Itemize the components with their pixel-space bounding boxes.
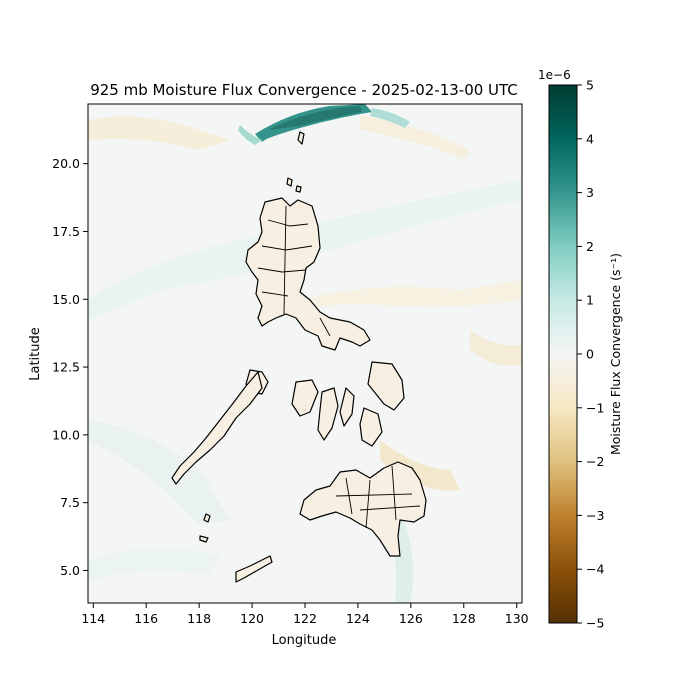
y-tick-label: 20.0 bbox=[52, 156, 80, 171]
colorbar-tick-label: 0 bbox=[586, 347, 594, 362]
colorbar-gradient bbox=[548, 84, 578, 624]
y-tick-label: 12.5 bbox=[52, 360, 80, 375]
colorbar-tick-label: 4 bbox=[586, 131, 594, 146]
y-axis-label: Latitude bbox=[28, 327, 43, 381]
colorbar-exponent: 1e−6 bbox=[538, 68, 571, 82]
colorbar-ticks: 5 4 3 2 1 0 −1 −2 −3 −4 −5 bbox=[577, 78, 604, 631]
x-tick-label: 120 bbox=[240, 611, 264, 626]
colorbar-tick-label: −5 bbox=[586, 616, 604, 631]
colorbar-tick-label: 2 bbox=[586, 239, 594, 254]
y-tick-label: 17.5 bbox=[52, 224, 80, 239]
philippines-coastline bbox=[171, 131, 427, 583]
colorbar-label: Moisture Flux Convergence (s⁻¹) bbox=[608, 253, 623, 455]
x-tick-label: 130 bbox=[505, 611, 529, 626]
x-tick-label: 128 bbox=[452, 611, 476, 626]
colorbar-tick-label: −3 bbox=[586, 508, 604, 523]
x-axis-label: Longitude bbox=[272, 633, 337, 648]
x-tick-label: 116 bbox=[134, 611, 158, 626]
x-tick-label: 124 bbox=[346, 611, 370, 626]
x-tick-label: 126 bbox=[399, 611, 423, 626]
colorbar-tick-label: −1 bbox=[586, 400, 604, 415]
colorbar-tick-label: −2 bbox=[586, 454, 604, 469]
y-tick-label: 10.0 bbox=[52, 427, 80, 442]
x-axis: 114 116 118 120 122 124 126 128 130 bbox=[81, 603, 529, 626]
y-tick-label: 15.0 bbox=[52, 292, 80, 307]
x-tick-label: 122 bbox=[293, 611, 317, 626]
map-title: 925 mb Moisture Flux Convergence - 2025-… bbox=[90, 81, 518, 99]
colorbar-tick-label: −4 bbox=[586, 562, 604, 577]
x-tick-label: 118 bbox=[187, 611, 211, 626]
colorbar-tick-label: 1 bbox=[586, 293, 594, 308]
colorbar-tick-label: 5 bbox=[586, 78, 594, 93]
province-boundaries bbox=[257, 205, 421, 529]
colorbar: 5 4 3 2 1 0 −1 −2 −3 −4 −5 1e−6 Moisture Flux Conv… bbox=[538, 68, 623, 631]
plot-area bbox=[88, 104, 522, 603]
x-tick-label: 114 bbox=[81, 611, 105, 626]
y-axis: 5.0 7.5 10.0 12.5 15.0 17.5 20.0 bbox=[52, 156, 88, 578]
field-background bbox=[88, 104, 522, 603]
colorbar-tick-label: 3 bbox=[586, 185, 594, 200]
y-tick-label: 5.0 bbox=[60, 563, 80, 578]
y-tick-label: 7.5 bbox=[60, 495, 80, 510]
